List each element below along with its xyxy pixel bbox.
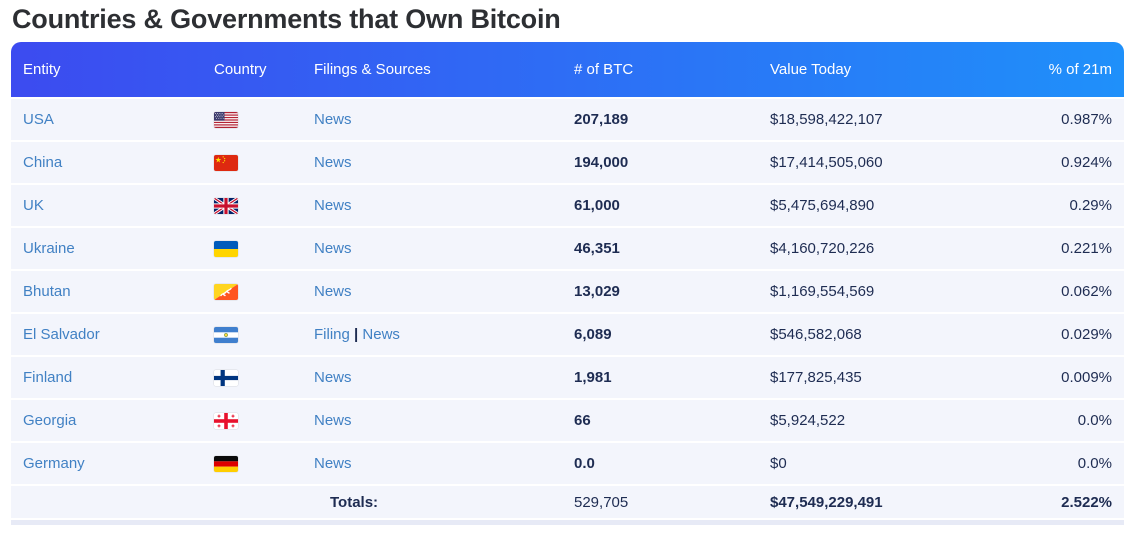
table-row-el-salvador: El Salvador Filing | News 6,089 $546,582,06… <box>11 312 1124 355</box>
el-salvador-flag-icon <box>214 327 238 344</box>
value-today: $5,475,694,890 <box>770 197 875 214</box>
page-title: Countries & Governments that Own Bitcoin <box>12 4 561 34</box>
news-link[interactable]: News <box>362 326 400 343</box>
pct-of-21m: 0.0% <box>1077 455 1112 472</box>
table-row-bhutan: Bhutan News 13,029 $1,169,554,569 0.062% <box>11 269 1124 312</box>
bhutan-flag-icon <box>214 284 238 301</box>
totals-btc-amount: 529,705 <box>574 493 629 511</box>
finland-flag-icon <box>214 370 238 387</box>
table-row-ukraine: Ukraine News 46,351 $4,160,720,226 0.221% <box>11 226 1124 269</box>
table-row-georgia: Georgia News 66 $5,924,522 0.0% <box>11 398 1124 441</box>
pct-of-21m: 0.221% <box>1061 240 1112 257</box>
pct-of-21m: 0.924% <box>1061 154 1112 171</box>
value-today: $1,169,554,569 <box>770 283 875 300</box>
column-header-entity: Entity <box>23 61 61 78</box>
news-link[interactable]: News <box>314 111 352 128</box>
table-row-germany: Germany News 0.0 $0 0.0% <box>11 441 1124 484</box>
bottom-strip <box>11 518 1124 525</box>
table-header-row: Entity Country Filings & Sources # of BT… <box>11 42 1124 97</box>
btc-amount: 194,000 <box>574 154 629 171</box>
value-today: $18,598,422,107 <box>770 111 883 128</box>
column-header-sources: Filings & Sources <box>314 61 431 78</box>
pct-of-21m: 0.029% <box>1061 326 1112 343</box>
btc-amount: 6,089 <box>574 326 612 343</box>
entity-link[interactable]: China <box>23 154 63 171</box>
news-link[interactable]: News <box>314 455 352 472</box>
usa-flag-icon <box>214 112 238 129</box>
btc-amount: 66 <box>574 412 591 429</box>
china-flag-icon <box>214 155 238 172</box>
btc-amount: 13,029 <box>574 283 620 300</box>
column-header-value: Value Today <box>770 61 852 78</box>
news-link[interactable]: News <box>314 240 352 257</box>
value-today: $177,825,435 <box>770 369 862 386</box>
entity-link[interactable]: Ukraine <box>23 240 75 257</box>
entity-link[interactable]: Georgia <box>23 412 77 429</box>
filing-link[interactable]: Filing <box>314 326 350 343</box>
news-link[interactable]: News <box>314 154 352 171</box>
pct-of-21m: 0.009% <box>1061 369 1112 386</box>
btc-amount: 1,981 <box>574 369 612 386</box>
georgia-flag-icon <box>214 413 238 430</box>
totals-row: Totals: 529,705 $47,549,229,491 2.522% <box>11 484 1124 518</box>
germany-flag-icon <box>214 456 238 473</box>
column-header-pct: % of 21m <box>1048 61 1112 78</box>
news-link[interactable]: News <box>314 412 352 429</box>
table-row-uk: UK News 61,000 $5,475,694,890 0.29% <box>11 183 1124 226</box>
btc-amount: 0.0 <box>574 455 595 472</box>
pct-of-21m: 0.987% <box>1061 111 1112 128</box>
ukraine-flag-icon <box>214 241 238 258</box>
entity-link[interactable]: Germany <box>23 455 85 472</box>
news-link[interactable]: News <box>314 283 352 300</box>
table-row-china: China News 194,000 $17,414,505,060 0.924% <box>11 140 1124 183</box>
entity-link[interactable]: El Salvador <box>23 326 100 343</box>
column-header-country: Country <box>214 61 267 78</box>
value-today: $17,414,505,060 <box>770 154 883 171</box>
totals-pct-of-21m: 2.522% <box>1061 493 1112 511</box>
news-link[interactable]: News <box>314 197 352 214</box>
value-today: $4,160,720,226 <box>770 240 875 257</box>
table-row-usa: USA News 207,189 $18,598,422,107 0.987% <box>11 97 1124 140</box>
table-body: USA News 207,189 $18,598,422,107 0.987% China… <box>11 97 1124 484</box>
totals-value-today: $47,549,229,491 <box>770 493 883 511</box>
column-header-btc: # of BTC <box>574 61 634 78</box>
entity-link[interactable]: Finland <box>23 369 73 386</box>
table-row-finland: Finland News 1,981 $177,825,435 0.009% <box>11 355 1124 398</box>
source-separator: | <box>349 326 363 343</box>
btc-amount: 46,351 <box>574 240 620 257</box>
value-today: $0 <box>770 455 787 472</box>
btc-amount: 207,189 <box>574 111 629 128</box>
value-today: $546,582,068 <box>770 326 862 343</box>
pct-of-21m: 0.29% <box>1069 197 1112 214</box>
uk-flag-icon <box>214 198 238 215</box>
entity-link[interactable]: UK <box>23 197 44 214</box>
pct-of-21m: 0.0% <box>1077 412 1112 429</box>
news-link[interactable]: News <box>314 369 352 386</box>
pct-of-21m: 0.062% <box>1061 283 1112 300</box>
totals-label: Totals: <box>330 493 379 511</box>
value-today: $5,924,522 <box>770 412 846 429</box>
entity-link[interactable]: Bhutan <box>23 283 71 300</box>
entity-link[interactable]: USA <box>23 111 54 128</box>
btc-amount: 61,000 <box>574 197 620 214</box>
countries-bitcoin-table: Entity Country Filings & Sources # of BT… <box>11 42 1124 525</box>
